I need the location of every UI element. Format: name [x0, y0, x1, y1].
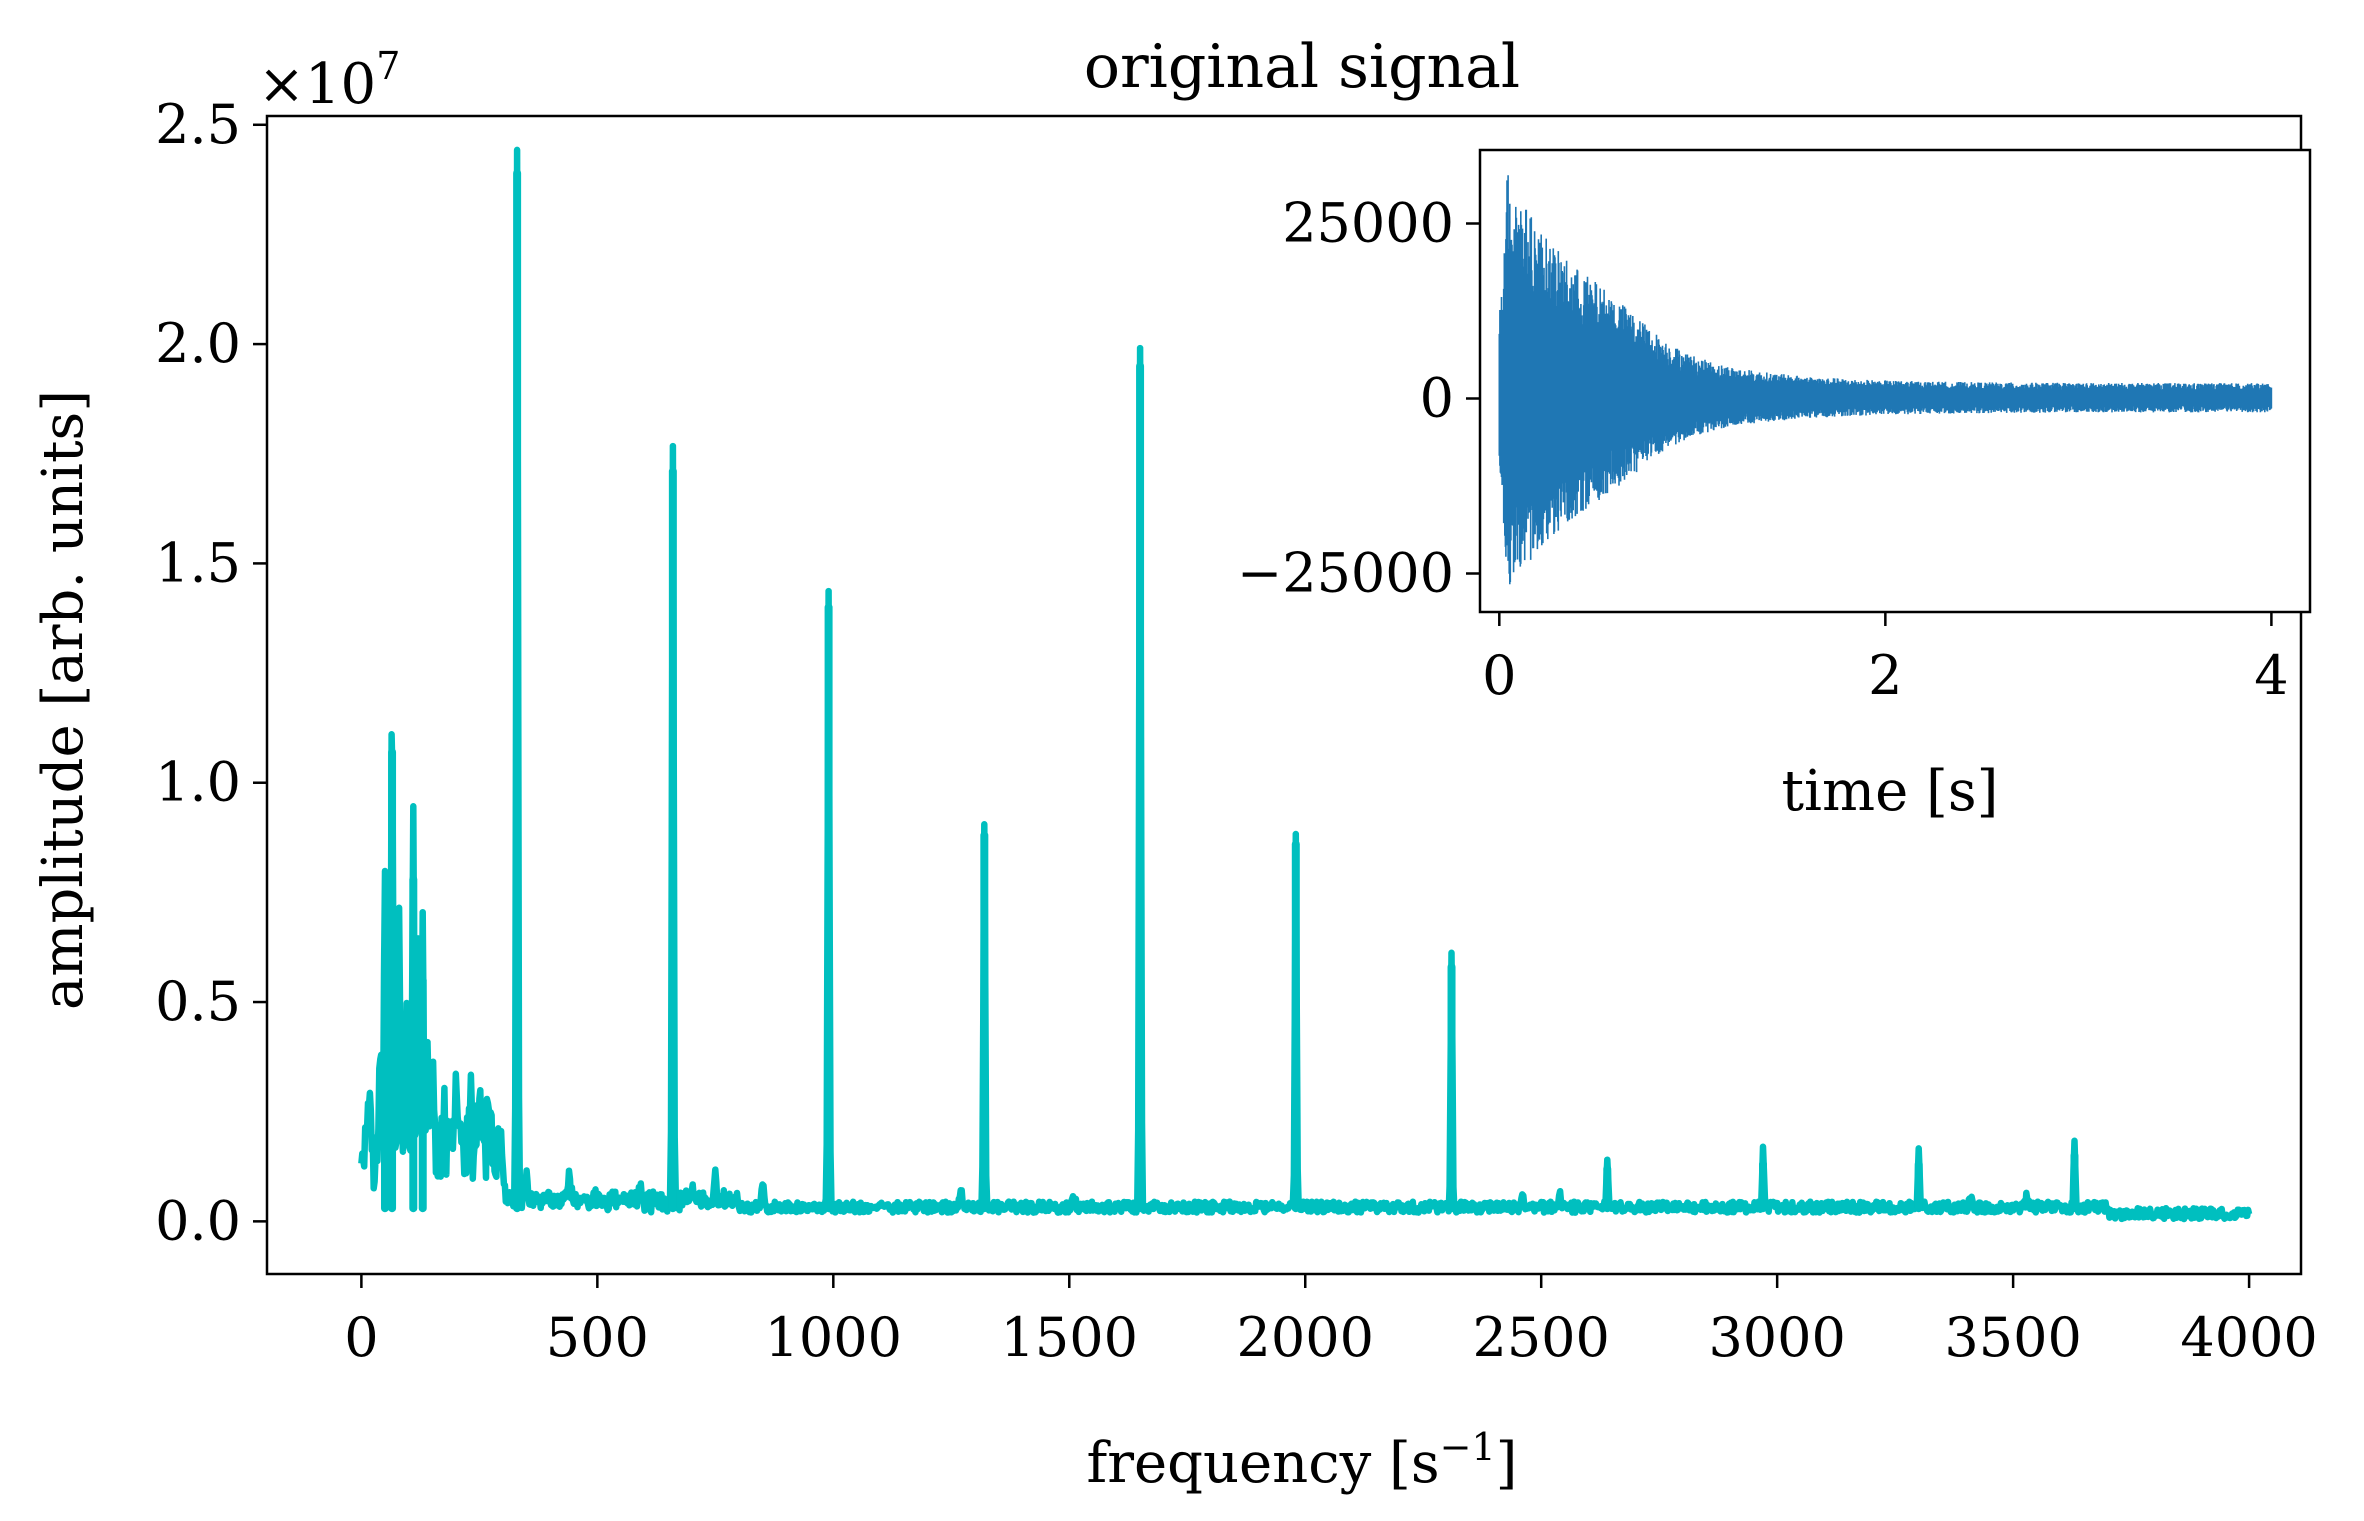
main-y-axis-label: amplitude [arb. units]	[31, 390, 96, 1010]
main-x-tick-label: 2500	[1472, 1306, 1609, 1369]
inset-x-tick-label: 4	[2254, 644, 2288, 707]
main-y-tick-label: 1.0	[155, 751, 241, 814]
main-y-tick-label: 0.5	[155, 970, 241, 1033]
main-y-tick-label: 2.5	[155, 93, 241, 156]
inset-y-ticks: −25000 0 25000	[1237, 192, 1480, 605]
main-y-offset-base: ×10	[258, 52, 376, 117]
inset-signal-line	[1498, 175, 2273, 585]
inset-x-ticks: 0 2 4	[1482, 612, 2289, 707]
inset-x-tick-label: 0	[1482, 644, 1516, 707]
main-title: original signal	[1084, 32, 1520, 102]
inset-plot-area	[1498, 175, 2273, 585]
main-axes-frame	[265, 114, 2303, 1276]
main-y-tick-label: 1.5	[155, 531, 241, 594]
inset-y-tick-label: 25000	[1282, 192, 1454, 255]
main-axes: original signal 0 500 1000 1500 2000 2500 3000…	[31, 32, 2318, 1496]
main-y-offset-exponent: 7	[376, 44, 400, 88]
main-y-tick-label: 0.0	[155, 1189, 241, 1252]
inset-x-tick-label: 2	[1868, 644, 1902, 707]
main-x-axis-label-exponent: −1	[1440, 1425, 1496, 1469]
main-x-tick-label: 1000	[765, 1306, 902, 1369]
main-x-ticks: 0 500 1000 1500 2000 2500 3000 3500 4000	[344, 1274, 2318, 1369]
inset-axes-frame	[1478, 148, 2312, 614]
main-x-tick-label: 500	[546, 1306, 649, 1369]
inset-axes: 0 2 4 −25000 0 25000 time [s]	[1237, 148, 2312, 824]
main-plot-area	[358, 146, 2253, 1223]
main-x-axis-label-text: frequency [s	[1086, 1431, 1439, 1496]
main-x-tick-label: 3500	[1944, 1306, 2081, 1369]
main-x-axis-label: frequency [s−1]	[1086, 1425, 1517, 1496]
inset-x-axis-label: time [s]	[1782, 759, 1999, 824]
main-x-axis-label-close: ]	[1496, 1431, 1518, 1496]
inset-y-tick-label: 0	[1420, 367, 1454, 430]
main-y-ticks: 0.0 0.5 1.0 1.5 2.0 2.5	[155, 93, 267, 1252]
main-x-tick-label: 1500	[1001, 1306, 1138, 1369]
main-y-offset-label: ×107	[258, 44, 400, 117]
main-x-tick-label: 3000	[1708, 1306, 1845, 1369]
main-y-tick-label: 2.0	[155, 312, 241, 375]
main-x-tick-label: 2000	[1237, 1306, 1374, 1369]
main-x-tick-label: 4000	[2180, 1306, 2317, 1369]
main-x-tick-label: 0	[344, 1306, 378, 1369]
inset-y-tick-label: −25000	[1237, 542, 1454, 605]
